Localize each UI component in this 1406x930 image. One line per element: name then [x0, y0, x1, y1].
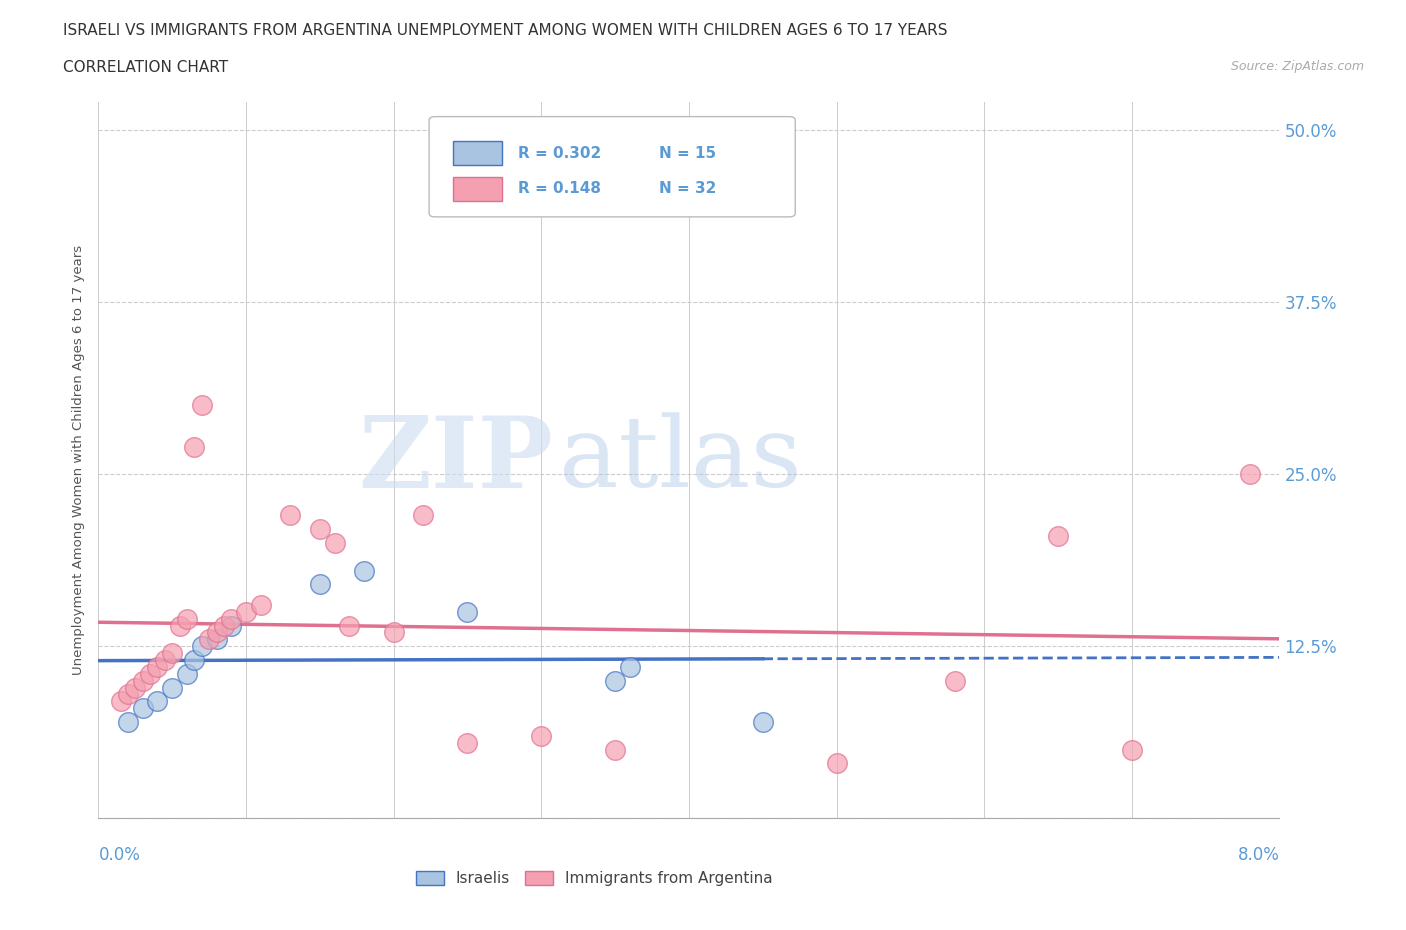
- Point: [751, 714, 773, 729]
- Point: [278, 508, 301, 523]
- Point: [1046, 528, 1069, 543]
- Point: [183, 439, 205, 454]
- Text: ISRAELI VS IMMIGRANTS FROM ARGENTINA UNEMPLOYMENT AMONG WOMEN WITH CHILDREN AGES: ISRAELI VS IMMIGRANTS FROM ARGENTINA UNE…: [63, 23, 948, 38]
- Text: atlas: atlas: [560, 412, 801, 509]
- Point: [132, 673, 155, 688]
- Text: N = 15: N = 15: [659, 146, 717, 161]
- Point: [190, 639, 214, 654]
- FancyBboxPatch shape: [429, 116, 796, 217]
- Y-axis label: Unemployment Among Women with Children Ages 6 to 17 years: Unemployment Among Women with Children A…: [72, 246, 84, 675]
- Point: [323, 536, 346, 551]
- Point: [219, 611, 242, 626]
- Point: [162, 680, 183, 695]
- Text: N = 32: N = 32: [659, 181, 717, 196]
- Point: [132, 701, 155, 716]
- Text: R = 0.148: R = 0.148: [517, 181, 600, 196]
- Text: Source: ZipAtlas.com: Source: ZipAtlas.com: [1230, 60, 1364, 73]
- Point: [308, 577, 332, 591]
- Point: [456, 736, 478, 751]
- Point: [605, 673, 627, 688]
- Point: [146, 659, 169, 674]
- Point: [456, 604, 478, 619]
- Legend: Israelis, Immigrants from Argentina: Israelis, Immigrants from Argentina: [416, 870, 773, 886]
- Point: [124, 680, 146, 695]
- Point: [198, 632, 221, 647]
- Point: [605, 742, 627, 757]
- Point: [176, 667, 198, 682]
- Point: [183, 653, 205, 668]
- Point: [176, 611, 198, 626]
- Point: [162, 645, 183, 660]
- Point: [382, 625, 405, 640]
- Point: [190, 398, 214, 413]
- Point: [1121, 742, 1143, 757]
- Point: [1239, 467, 1261, 482]
- Point: [235, 604, 257, 619]
- Point: [353, 563, 375, 578]
- Point: [146, 694, 169, 709]
- Point: [219, 618, 242, 633]
- Point: [619, 659, 641, 674]
- Point: [205, 632, 228, 647]
- Point: [205, 625, 228, 640]
- Point: [530, 728, 553, 743]
- Point: [117, 687, 139, 702]
- Text: R = 0.302: R = 0.302: [517, 146, 600, 161]
- Point: [212, 618, 235, 633]
- Point: [337, 618, 360, 633]
- Point: [139, 667, 162, 682]
- Text: CORRELATION CHART: CORRELATION CHART: [63, 60, 228, 75]
- Point: [117, 714, 139, 729]
- Point: [825, 756, 848, 771]
- Point: [250, 597, 273, 612]
- Point: [943, 673, 966, 688]
- Point: [412, 508, 434, 523]
- FancyBboxPatch shape: [453, 141, 502, 166]
- Point: [169, 618, 191, 633]
- Point: [308, 522, 332, 537]
- Text: ZIP: ZIP: [359, 412, 553, 509]
- Text: 0.0%: 0.0%: [98, 846, 141, 864]
- Point: [110, 694, 132, 709]
- Text: 8.0%: 8.0%: [1237, 846, 1279, 864]
- Point: [153, 653, 176, 668]
- FancyBboxPatch shape: [453, 177, 502, 201]
